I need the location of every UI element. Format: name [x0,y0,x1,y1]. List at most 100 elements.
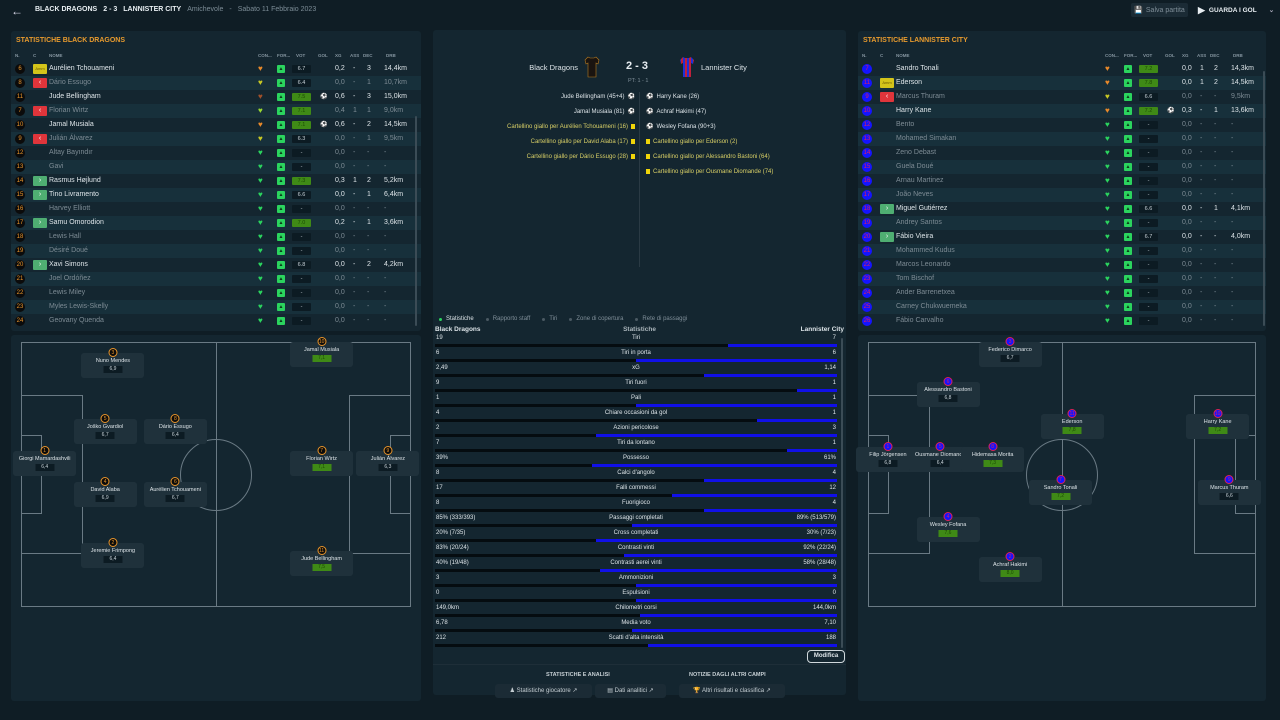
player-name[interactable]: Désiré Doué [49,247,88,254]
player-name[interactable]: Harry Kane [896,107,932,114]
column-header-n[interactable]: N. [862,53,867,58]
lineup-player-card[interactable]: 3 Federico Dimarco 6,7 [978,337,1042,367]
player-row[interactable]: 17 › Samu Omorodion ♥ ▲ 7.0 0,2 - 1 3,6km [11,216,421,230]
lineup-player-card[interactable]: 7 Sandro Tonali 7,2 [1029,474,1093,505]
player-name[interactable]: Arnau Martinez [896,177,944,184]
tab-rete-di-passaggi[interactable]: Rete di passaggi [635,316,687,322]
player-name[interactable]: Joel Ordóñez [49,275,91,282]
player-row[interactable]: 12 Bento ♥ ▲ -0,0- - - [858,118,1266,132]
lineup-player-card[interactable]: 7 Florian Wirtz 7,1 [290,445,354,476]
player-name[interactable]: João Neves [896,191,933,198]
player-name[interactable]: Harvey Elliott [49,205,91,212]
player-name[interactable]: Sandro Tonali [896,65,939,72]
column-header-vot[interactable]: VOT [296,53,306,58]
player-name[interactable]: Miguel Gutiérrez [896,205,948,212]
player-row[interactable]: 24 Ander Barrenetxea ♥ ▲ -0,0- - - [858,286,1266,300]
lineup-player-card[interactable]: 10 Harry Kane 7,2 [1186,408,1250,439]
tab-statistiche[interactable]: Statistiche [439,316,474,322]
stats-scrollbar[interactable] [841,338,843,648]
lineup-player-card[interactable]: 6 Alessandro Bastoni 6,8 [916,376,980,407]
modify-button[interactable]: Modifica [807,650,845,663]
column-header-xg[interactable]: XG [335,53,342,58]
watch-goals-button[interactable]: ▶ GUARDA I GOL ⌄ [1198,3,1274,17]
lineup-player-card[interactable]: 10 Jamal Musiala 7,1 [290,337,354,367]
player-row[interactable]: 18 Lewis Hall ♥ ▲ -0,0- - - [11,230,421,244]
column-header-vot[interactable]: VOT [1143,53,1153,58]
player-name[interactable]: Fábio Vieira [896,233,934,240]
player-row[interactable]: 12 Altay Bayındır ♥ ▲ -0,0- - - [11,146,421,160]
player-row[interactable]: 20 › Fábio Vieira ♥ ▲ 6.7 0,0 - - 4,0km [858,230,1266,244]
column-header-nome[interactable]: NOME [896,53,910,58]
lineup-player-card[interactable]: 1 Giorgi Mamardashvili 6,4 [13,445,77,476]
player-name[interactable]: Guela Doué [896,163,934,170]
player-name[interactable]: Zeno Debast [896,149,937,156]
player-row[interactable]: 15 Guela Doué ♥ ▲ -0,0- - - [858,160,1266,174]
player-name[interactable]: Bento [896,121,915,128]
player-row[interactable]: 13 Mohamed Simakan ♥ ▲ -0,0- - - [858,132,1266,146]
player-stats-button[interactable]: ♟ Statistiche giocatore ↗ [495,684,592,698]
column-header-c[interactable]: C [33,53,37,58]
lineup-player-card[interactable]: 3 Nuno Mendes 6,9 [81,347,145,378]
lineup-player-card[interactable]: 9 Marcus Thuram 6,6 [1197,474,1261,505]
lineup-player-card[interactable]: 4 Wesley Fofana 7,6 [916,511,980,542]
player-row[interactable]: 16 Arnau Martinez ♥ ▲ -0,0- - - [858,174,1266,188]
player-row[interactable]: 14 › Rasmus Højlund ♥ ▲ 7.3 0,3 1 2 5,2km [11,174,421,188]
player-name[interactable]: Myles Lewis-Skelly [49,303,109,310]
player-name[interactable]: Mohammed Kudus [896,247,955,254]
player-name[interactable]: Mohamed Simakan [896,135,957,142]
player-name[interactable]: Jamal Musiala [49,121,94,128]
player-row[interactable]: 10 Jamal Musiala ♥ ▲ 7.1 ⚽ 0,6 - 2 14,5km [11,118,421,132]
player-row[interactable]: 9 ‹ Marcus Thuram ♥ ▲ 6.6 0,0 - - 9,5km [858,90,1266,104]
column-header-nome[interactable]: NOME [49,53,63,58]
tab-zone-di-copertura[interactable]: Zone di copertura [569,316,623,322]
player-row[interactable]: 25 Carney Chukwuemeka ♥ ▲ -0,0- - - [858,300,1266,314]
lineup-player-card[interactable]: 8 Dário Essugo 6,4 [143,413,207,444]
player-name[interactable]: Andrey Santos [896,219,942,226]
tab-rapporto-staff[interactable]: Rapporto staff [485,316,530,322]
home-list-scrollbar[interactable] [415,116,417,326]
player-name[interactable]: Florian Wirtz [49,107,89,114]
player-row[interactable]: 21 Mohammed Kudus ♥ ▲ -0,0- - - [858,244,1266,258]
player-name[interactable]: Carney Chukwuemeka [896,303,967,310]
player-row[interactable]: 11 Amm Ederson ♥ ▲ 7.8 0,0 1 2 14,5km [858,76,1266,90]
player-row[interactable]: 6 Amm Aurélien Tchouameni ♥ ▲ 6.7 0,2 - 3 14,4km [11,62,421,76]
column-header-for[interactable]: FOR... [277,53,291,58]
away-list-scrollbar[interactable] [1263,71,1265,326]
player-name[interactable]: Julián Álvarez [49,135,93,142]
player-name[interactable]: Tom Bischof [896,275,935,282]
player-row[interactable]: 7 Sandro Tonali ♥ ▲ 7.2 0,0 1 2 14,3km [858,62,1266,76]
lineup-player-card[interactable]: 6 Aurélien Tchouameni 6,7 [143,477,207,508]
analytics-button[interactable]: ▤ Dati analitici ↗ [595,684,666,698]
player-row[interactable]: 8 ‹ Dário Essugo ♥ ▲ 6.4 0,0 - 1 10,7km [11,76,421,90]
player-row[interactable]: 22 Lewis Miley ♥ ▲ -0,0- - - [11,286,421,300]
tab-tiri[interactable]: Tiri [542,316,557,322]
player-name[interactable]: Marcus Thuram [896,93,945,100]
player-row[interactable]: 7 ‹ Florian Wirtz ♥ ▲ 7.1 0,4 1 1 9,0km [11,104,421,118]
player-name[interactable]: Samu Omorodion [49,219,104,226]
lineup-player-card[interactable]: 2 Jeremie Frimpong 6,4 [81,538,145,569]
player-row[interactable]: 17 João Neves ♥ ▲ -0,0- - - [858,188,1266,202]
player-name[interactable]: Lewis Hall [49,233,81,240]
player-row[interactable]: 14 Zeno Debast ♥ ▲ -0,0- - - [858,146,1266,160]
player-row[interactable]: 10 Harry Kane ♥ ▲ 7.2 ⚽ 0,3 - 1 13,6km [858,104,1266,118]
player-name[interactable]: Gavi [49,163,64,170]
player-row[interactable]: 24 Geovany Quenda ♥ ▲ -0,0- - - [11,314,421,328]
column-header-drb[interactable]: DRB [386,53,396,58]
player-row[interactable]: 23 Tom Bischof ♥ ▲ -0,0- - - [858,272,1266,286]
column-header-gol[interactable]: GOL [318,53,328,58]
player-name[interactable]: Ederson [896,79,923,86]
player-name[interactable]: Lewis Miley [49,289,86,296]
player-row[interactable]: 15 › Tino Livramento ♥ ▲ 6.6 0,0 - 1 6,4km [11,188,421,202]
player-row[interactable]: 21 Joel Ordóñez ♥ ▲ -0,0- - - [11,272,421,286]
player-row[interactable]: 9 ‹ Julián Álvarez ♥ ▲ 6.3 0,0 - 1 9,5km [11,132,421,146]
player-name[interactable]: Marcos Leonardo [896,261,951,268]
player-row[interactable]: 16 Harvey Elliott ♥ ▲ -0,0- - - [11,202,421,216]
lineup-player-card[interactable]: 5 Joško Gvardiol 6,7 [73,413,137,444]
player-name[interactable]: Jude Bellingham [49,93,101,100]
lineup-player-card[interactable]: 8 Hidemasa Morita 7,3 [961,441,1025,472]
column-header-con[interactable]: CON... [1105,53,1119,58]
column-header-gol[interactable]: GOL [1165,53,1175,58]
player-name[interactable]: Xavi Simons [49,261,88,268]
player-name[interactable]: Dário Essugo [49,79,92,86]
column-header-drb[interactable]: DRB [1233,53,1243,58]
